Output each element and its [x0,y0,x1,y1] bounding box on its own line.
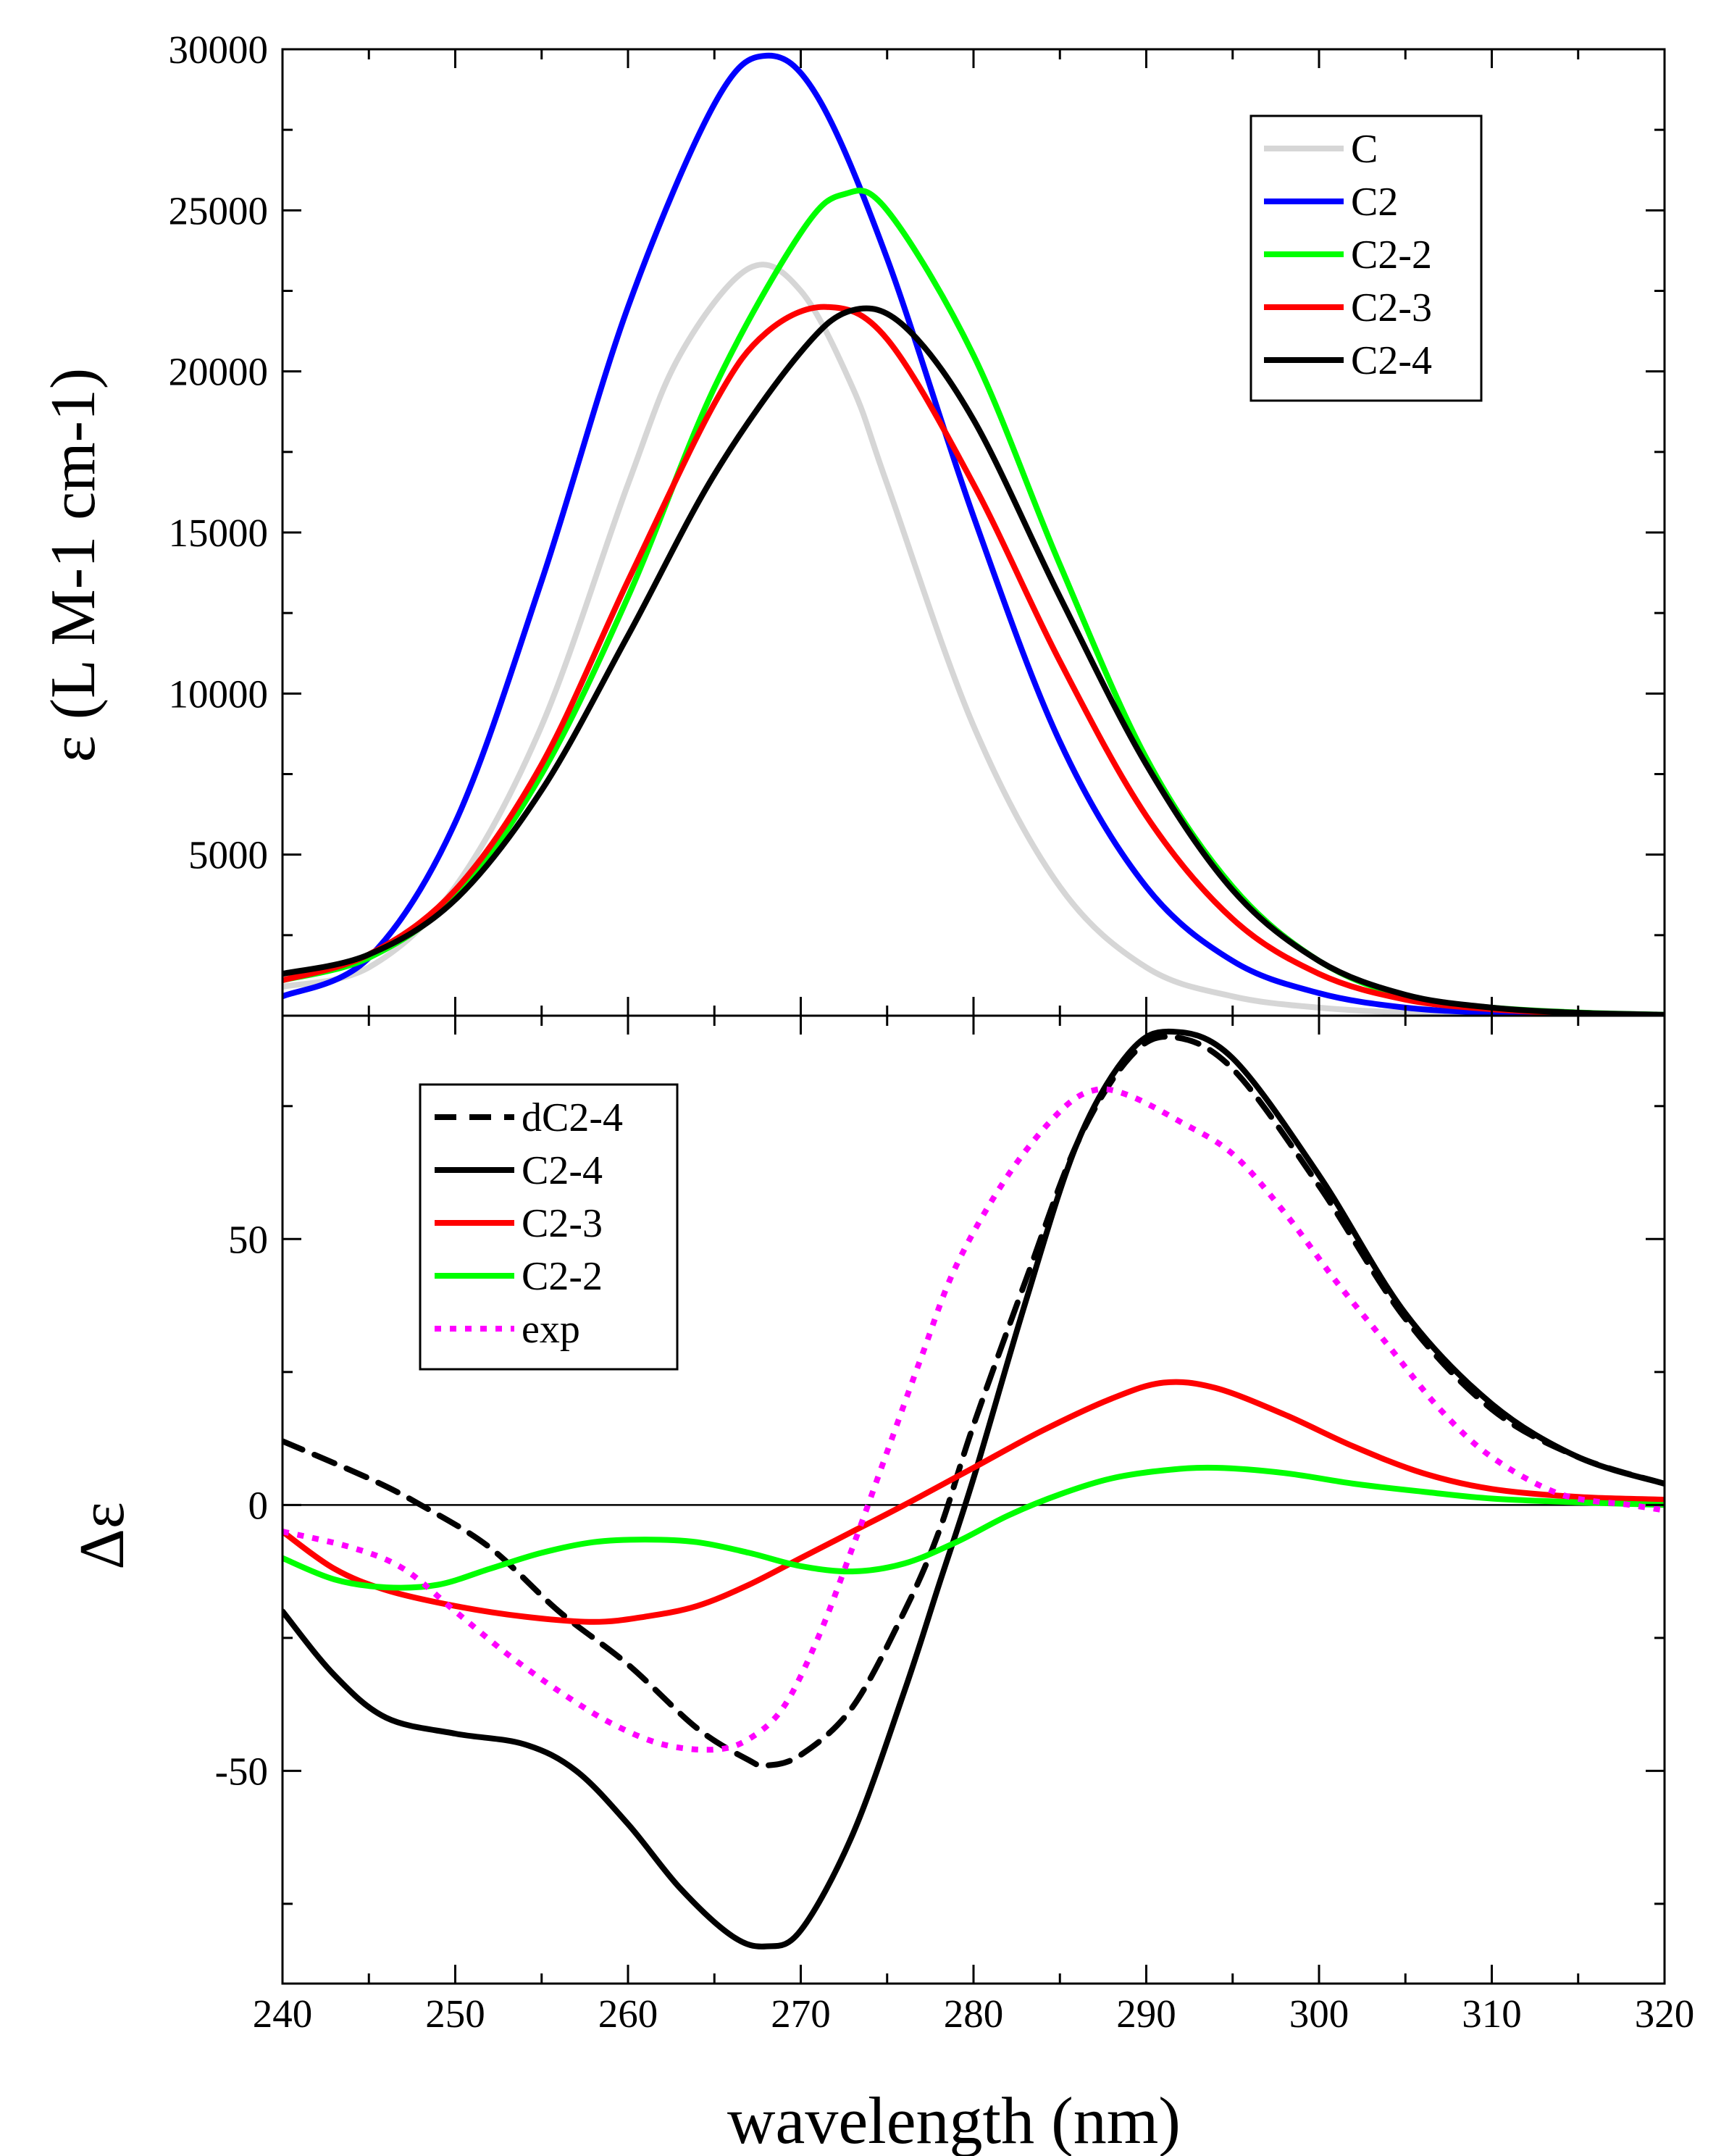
x-tick-label: 290 [1116,1992,1176,2036]
series-line-c [282,262,1665,1016]
legend-box [419,1083,679,1371]
legend-label-exp: exp [522,1307,580,1352]
top-panel: 5000 10000 15000 20000 25000 30000 C C2 C2-2 C2-3… [169,28,1666,1017]
top-y-axis-title: ε (L M-1 cm-1) [38,368,109,762]
x-tick-label: 240 [253,1992,313,2036]
legend: C C2 C2-2 C2-3 C2-4 [1249,114,1483,402]
y-tick-label: 50 [228,1217,268,1261]
legend-label-c2-4: C2-4 [1351,338,1432,383]
legend: dC2-4 C2-4 C2-3 C2-2 exp [419,1083,679,1371]
legend-label-c2-2: C2-2 [1351,233,1432,277]
series-group [282,1028,1665,1950]
x-tick-label: 260 [598,1992,658,2036]
legend-label-c: C [1351,127,1378,172]
legend-label-c2: C2 [1351,180,1398,225]
y-tick-label: 0 [248,1483,269,1527]
legend-label-c2-2: C2-2 [522,1254,603,1299]
y-tick-label: 20000 [169,350,269,394]
series-line-c2-4 [282,1028,1665,1950]
series-line-exp [282,1086,1665,1753]
y-tick-label: 30000 [169,28,269,72]
series-line-c2-2 [282,1464,1665,1591]
legend-label-dc2-4: dC2-4 [522,1095,623,1140]
legend-label-c2-4: C2-4 [522,1148,603,1193]
series-line-c2-3 [282,1379,1665,1625]
x-tick-label: 250 [425,1992,485,2036]
series-line-c2 [282,52,1665,1016]
x-tick-label: 270 [771,1992,831,2036]
series-line-c2-3 [282,304,1665,1016]
bottom-y-axis-title: Δε [67,1502,138,1570]
y-tick-label: 15000 [169,511,269,555]
series-group [282,52,1665,1016]
bottom-panel: 240 250 260 270 280 290 300 310 320 -50 0 50 dC2-4 C2… [215,1014,1695,2036]
x-tick-label: 310 [1462,1992,1522,2036]
x-tick-label: 280 [944,1992,1004,2036]
y-tick-label: 25000 [169,188,269,233]
series-line-dc2-4 [282,1033,1665,1769]
y-tick-label: 10000 [169,672,269,716]
legend-box [1249,114,1483,402]
y-tick-label: -50 [215,1749,268,1793]
x-axis-title: wavelength (nm) [727,2084,1181,2156]
y-tick-label: 5000 [188,833,268,877]
legend-label-c2-3: C2-3 [522,1201,603,1246]
x-tick-label: 300 [1289,1992,1349,2036]
legend-label-c2-3: C2-3 [1351,285,1432,330]
x-tick-label: 320 [1635,1992,1695,2036]
series-line-c2-4 [282,305,1665,1016]
